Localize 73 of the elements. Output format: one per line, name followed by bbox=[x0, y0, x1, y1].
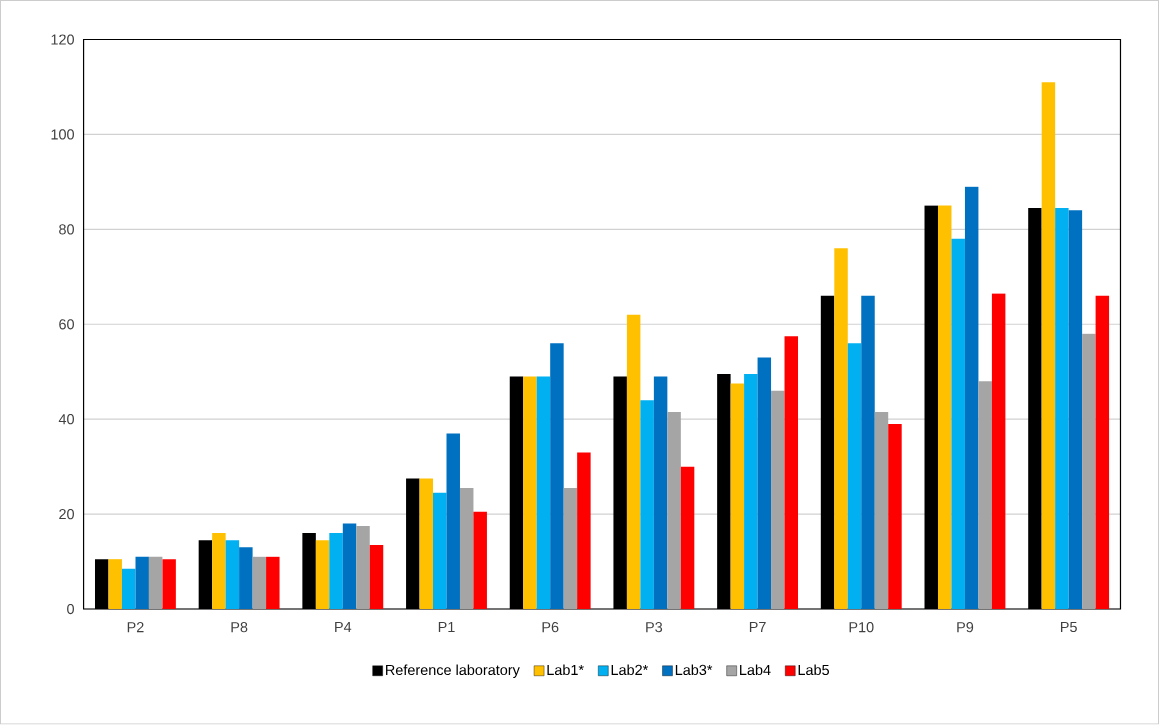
bar bbox=[369, 545, 384, 610]
bar bbox=[459, 488, 474, 610]
x-tick-label: P2 bbox=[127, 622, 144, 633]
bar bbox=[771, 390, 785, 610]
bar bbox=[446, 433, 460, 610]
bar bbox=[523, 376, 537, 610]
bar bbox=[847, 343, 862, 610]
bar bbox=[1082, 333, 1096, 610]
x-tick-label: P3 bbox=[646, 622, 663, 633]
x-tick-label: P7 bbox=[749, 622, 766, 633]
bar bbox=[861, 295, 875, 610]
legend-label: Lab1* bbox=[547, 664, 584, 676]
bar bbox=[225, 540, 240, 610]
bar bbox=[433, 492, 447, 610]
bar bbox=[991, 293, 1006, 610]
y-tick-label: 60 bbox=[59, 319, 74, 330]
bar bbox=[550, 343, 564, 610]
bar bbox=[874, 412, 889, 610]
bar bbox=[1068, 210, 1083, 610]
bar bbox=[1041, 82, 1056, 610]
bar bbox=[315, 540, 330, 610]
x-tick-label: P1 bbox=[438, 622, 455, 633]
bar bbox=[937, 205, 952, 610]
bar bbox=[356, 526, 370, 610]
bar bbox=[978, 381, 992, 610]
bar bbox=[834, 248, 848, 610]
bar bbox=[951, 239, 965, 610]
bar bbox=[744, 374, 758, 610]
bar bbox=[626, 314, 641, 610]
bar bbox=[640, 400, 654, 610]
y-tick-label: 100 bbox=[51, 129, 74, 140]
x-tick-label: P10 bbox=[849, 622, 874, 633]
bar bbox=[212, 533, 226, 610]
bar bbox=[1055, 208, 1069, 610]
y-tick-label: 0 bbox=[67, 604, 74, 615]
bar bbox=[419, 478, 434, 610]
x-tick-label: P6 bbox=[542, 622, 559, 633]
legend-label: Lab5 bbox=[798, 664, 829, 676]
bar bbox=[730, 383, 745, 610]
bar bbox=[162, 559, 176, 610]
bar bbox=[148, 556, 163, 610]
bar bbox=[577, 452, 591, 610]
x-tick-label: P5 bbox=[1060, 622, 1077, 633]
y-tick-label: 20 bbox=[59, 509, 74, 520]
legend-label: Lab3* bbox=[675, 664, 713, 676]
bar bbox=[653, 376, 668, 610]
bar bbox=[784, 336, 799, 610]
bar bbox=[266, 556, 280, 610]
bar bbox=[667, 412, 681, 610]
bar bbox=[536, 376, 551, 610]
legend-label: Lab4 bbox=[740, 664, 771, 676]
bar bbox=[1095, 295, 1110, 610]
bar bbox=[757, 357, 772, 610]
bar bbox=[342, 523, 357, 610]
bar bbox=[473, 511, 487, 610]
bar bbox=[135, 556, 149, 610]
bar bbox=[252, 556, 267, 610]
legend-label: Reference laboratory bbox=[386, 664, 520, 679]
x-tick-label: P8 bbox=[231, 622, 248, 633]
bar bbox=[239, 547, 253, 610]
legend-label: Lab2* bbox=[611, 664, 649, 676]
x-tick-label: P9 bbox=[957, 622, 974, 633]
y-tick-label: 80 bbox=[59, 224, 74, 235]
bar bbox=[563, 488, 578, 610]
bar bbox=[964, 186, 979, 610]
bar bbox=[329, 533, 343, 610]
x-tick-label: P4 bbox=[335, 622, 352, 633]
bar bbox=[680, 466, 695, 610]
y-tick-label: 40 bbox=[58, 414, 74, 425]
bar bbox=[888, 424, 902, 610]
y-tick-label: 120 bbox=[51, 34, 74, 45]
bar bbox=[108, 559, 122, 610]
bar bbox=[121, 568, 136, 610]
